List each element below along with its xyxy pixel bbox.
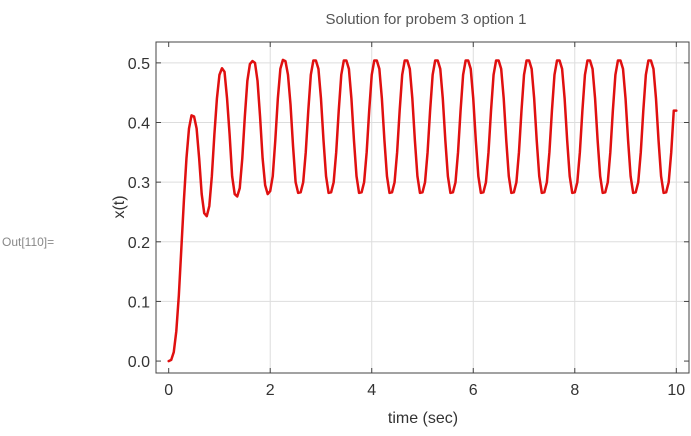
x-tick-label: 0 <box>164 382 173 399</box>
x-tick-label: 2 <box>266 382 275 399</box>
x-tick-label: 8 <box>570 382 579 399</box>
x-tick-label: 6 <box>469 382 478 399</box>
y-tick-label: 0.2 <box>128 235 150 252</box>
x-tick-label: 4 <box>367 382 376 399</box>
y-tick-label: 0.1 <box>128 294 150 311</box>
y-tick-label: 0.0 <box>128 354 150 371</box>
y-tick-label: 0.4 <box>128 116 150 133</box>
series-line <box>169 60 677 361</box>
y-axis-label: x(t) <box>111 195 128 218</box>
series-layer <box>169 60 677 361</box>
chart-title: Solution for probem 3 option 1 <box>326 11 527 28</box>
y-tick-label: 0.5 <box>128 56 150 73</box>
grid <box>156 42 689 373</box>
y-tick-label: 0.3 <box>128 175 150 192</box>
x-axis-label: time (sec) <box>388 410 458 427</box>
plot-frame <box>156 42 689 373</box>
x-tick-label: 10 <box>667 382 685 399</box>
axis-ticks: 0 2 4 6 8 10 0.0 0.1 0.2 0.3 0.4 0.5 <box>128 42 689 399</box>
